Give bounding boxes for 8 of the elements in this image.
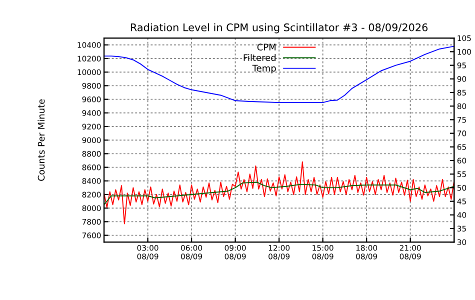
legend-label: CPM — [257, 44, 276, 51]
legend-label: Temp — [252, 64, 276, 74]
line-series — [104, 161, 454, 224]
legend-label: Filtered — [244, 54, 276, 62]
chart-title: Radiation Level in CPM using Scintillator #3 - 08/09/2026 — [130, 23, 428, 34]
line-series — [104, 182, 454, 206]
line-series — [104, 46, 454, 104]
y-axis-title: Counts Per Minute — [38, 99, 45, 181]
